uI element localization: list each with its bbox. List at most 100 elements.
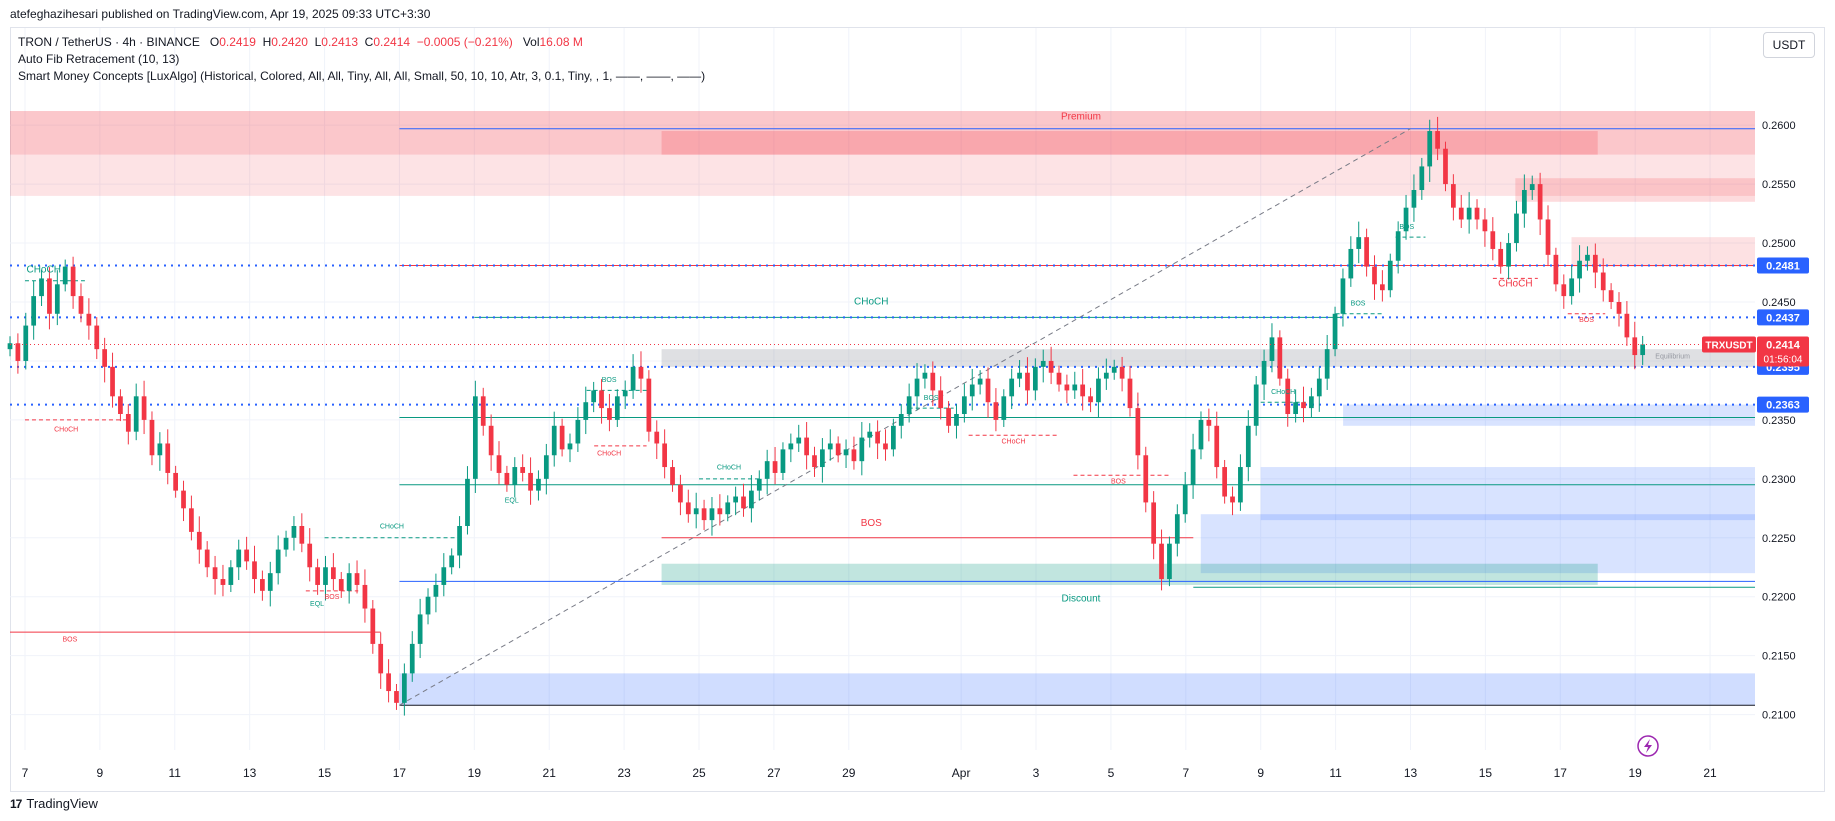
candle-body — [1127, 378, 1133, 409]
annotation-label: CHoCH — [1271, 389, 1295, 396]
candle-body — [323, 567, 328, 585]
candle-body — [875, 431, 880, 444]
candle-body — [622, 390, 628, 397]
candle-body — [812, 455, 817, 468]
indicator-smc[interactable]: Smart Money Concepts [LuxAlgo] (Historic… — [18, 69, 706, 83]
candle-body — [1285, 378, 1291, 414]
candle-body — [1600, 272, 1606, 291]
candle-body — [678, 484, 683, 503]
y-axis-tick-label: 0.2150 — [1762, 651, 1796, 663]
candle-body — [157, 443, 163, 456]
candle-body — [1253, 384, 1259, 426]
candle-body — [47, 278, 52, 314]
candle-body — [528, 472, 533, 491]
last-price-box — [1757, 336, 1809, 367]
candle-body — [260, 579, 265, 591]
candle-body — [346, 573, 352, 591]
candle-body — [891, 425, 896, 450]
candle-body — [662, 443, 668, 468]
annotation-label: BOS — [1111, 479, 1126, 486]
candle-body — [756, 478, 762, 491]
candle-body — [1521, 190, 1527, 214]
candle-body — [764, 461, 770, 479]
volume-unit: M — [572, 35, 583, 49]
candle-body — [709, 508, 715, 521]
candle-body — [1372, 266, 1377, 285]
candle-body — [1159, 543, 1164, 580]
currency-button[interactable]: USDT — [1763, 32, 1815, 58]
candle-body — [299, 526, 305, 544]
candle-body — [433, 584, 439, 597]
candle-body — [788, 443, 794, 450]
candle-body — [1017, 372, 1022, 379]
candle-body — [851, 449, 857, 462]
x-axis-tick-label: 21 — [543, 766, 557, 780]
candle-body — [1577, 260, 1582, 279]
candle-body — [993, 402, 999, 420]
y-axis-tick-label: 0.2500 — [1762, 238, 1796, 250]
lightning-icon — [1637, 735, 1659, 757]
candle-body — [1474, 207, 1480, 220]
symbol-tag-box — [1702, 336, 1756, 353]
candle-body — [693, 508, 699, 515]
candle-body — [110, 366, 115, 397]
candle-body — [883, 443, 888, 450]
candle-body — [733, 496, 738, 503]
candle-body — [62, 266, 68, 285]
candle-body — [1040, 360, 1046, 367]
tradingview-brand[interactable]: 17 TradingView — [10, 796, 98, 811]
x-axis-tick-label: 15 — [318, 766, 332, 780]
annotation-label: BOS — [602, 377, 617, 384]
x-axis-tick-label: 21 — [1703, 766, 1717, 780]
candle-body — [1624, 313, 1630, 338]
premium-inner-zone — [661, 131, 1598, 155]
candle-body — [685, 502, 691, 515]
candle-body — [1206, 419, 1212, 426]
candle-body — [1198, 419, 1204, 450]
indicator-auto-fib[interactable]: Auto Fib Retracement (10, 13) — [18, 52, 180, 66]
candle-body — [749, 490, 754, 509]
candle-body — [173, 472, 178, 491]
lightning-bolt-icon — [1644, 739, 1652, 753]
candle-body — [520, 467, 526, 473]
candle-body — [472, 396, 478, 479]
chart-frame — [10, 27, 1825, 792]
annotation-label: BOS — [325, 594, 340, 601]
candle-body — [1514, 213, 1519, 244]
y-axis-tick-label: 0.2350 — [1762, 415, 1796, 427]
candle-body — [1632, 337, 1638, 356]
x-axis-tick-label: 19 — [468, 766, 482, 780]
candle-body — [1230, 496, 1235, 503]
candle-body — [559, 425, 565, 450]
candle-body — [1608, 290, 1614, 302]
candle-body — [228, 567, 234, 585]
x-axis-tick-label: 29 — [842, 766, 856, 780]
candle-body — [401, 673, 407, 703]
candle-body — [1380, 284, 1385, 291]
candle-body — [275, 549, 281, 574]
candle-body — [969, 384, 975, 397]
candle-body — [654, 431, 660, 444]
candle-body — [772, 461, 778, 473]
candle-body — [1553, 254, 1559, 285]
candle-body — [536, 478, 541, 491]
candle-body — [1143, 455, 1149, 503]
y-axis-tick-label: 0.2200 — [1762, 592, 1796, 604]
candle-body — [859, 437, 865, 462]
candle-body — [1498, 248, 1504, 267]
candle-body — [141, 396, 147, 420]
symbol-tag-text: TRXUSDT — [1705, 340, 1752, 351]
symbol-title[interactable]: TRON / TetherUS · 4h · BINANCE — [18, 35, 200, 49]
candle-body — [378, 643, 384, 674]
high-value: 0.2420 — [271, 35, 308, 49]
candle-body — [267, 573, 273, 591]
candle-body — [717, 508, 723, 515]
x-axis-tick-label: 25 — [692, 766, 706, 780]
annotation-label: Discount — [1062, 593, 1101, 604]
demand-zone-3 — [1200, 514, 1755, 574]
high-key: H — [262, 35, 272, 49]
candle-body — [796, 437, 802, 444]
x-axis-tick-label: 13 — [1404, 766, 1418, 780]
candle-body — [804, 437, 809, 456]
